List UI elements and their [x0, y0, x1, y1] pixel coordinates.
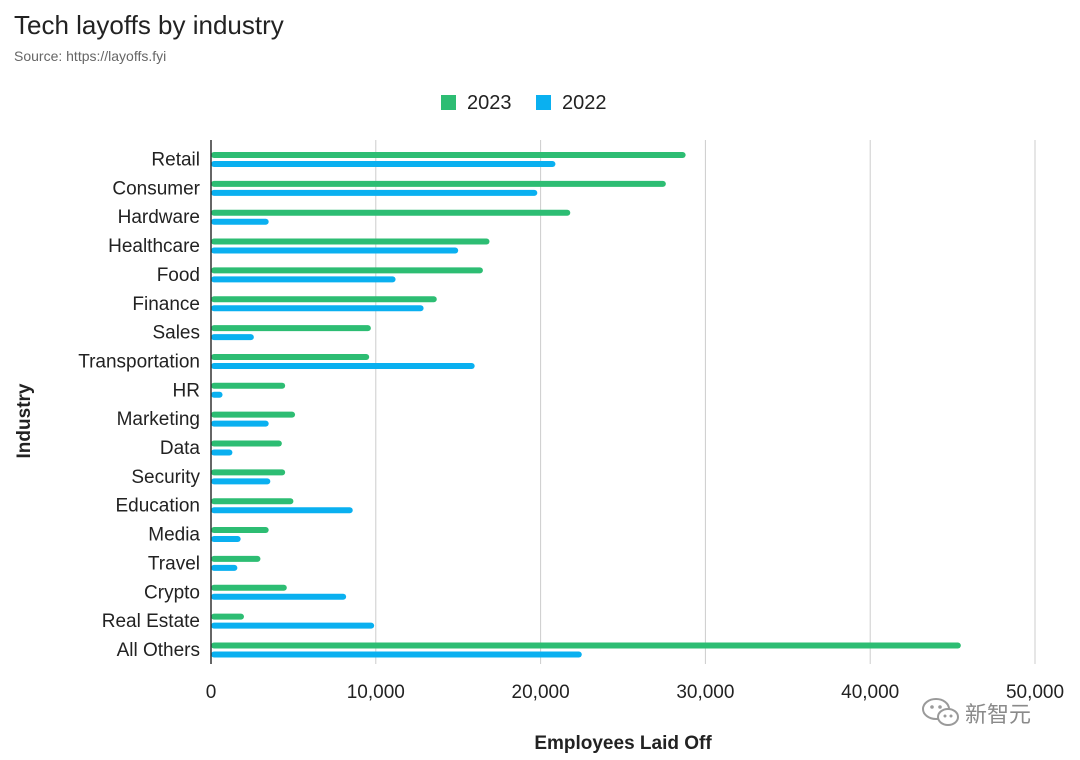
bar-2023-consumer: [211, 180, 666, 187]
x-tick-label: 0: [206, 682, 217, 703]
bar-2023-hardware: [211, 209, 571, 216]
x-axis-title: Employees Laid Off: [534, 733, 712, 754]
bar-2023-data: [211, 440, 282, 447]
bar-2022-retail: [211, 161, 556, 167]
wechat-eye: [943, 714, 947, 718]
bar-2023-hr: [211, 382, 286, 389]
category-label: All Others: [117, 640, 200, 661]
legend-label-2022: 2022: [562, 92, 607, 114]
category-label: Healthcare: [108, 236, 200, 257]
x-tick-label: 30,000: [676, 682, 734, 703]
category-label: Food: [157, 265, 200, 286]
category-label: Consumer: [112, 178, 200, 199]
x-tick-label: 40,000: [841, 682, 899, 703]
category-label: HR: [173, 380, 200, 401]
category-label: Data: [160, 438, 201, 459]
category-label: Real Estate: [102, 611, 200, 632]
category-label: Crypto: [144, 582, 200, 603]
y-axis-title: Industry: [14, 383, 35, 458]
legend-swatch-2022: [536, 95, 551, 110]
bar-2022-marketing: [211, 420, 269, 427]
bar-2023-education: [211, 498, 294, 505]
bar-2023-crypto: [211, 584, 287, 591]
bar-2023-transportation: [211, 353, 370, 360]
bar-2023-security: [211, 469, 286, 476]
category-label: Transportation: [78, 351, 200, 372]
bar-2022-healthcare: [211, 247, 459, 254]
bar-2022-consumer: [211, 189, 538, 196]
bar-2023-real-estate: [211, 613, 244, 620]
bar-2023-retail: [211, 152, 686, 158]
bar-2023-all-others: [211, 642, 961, 649]
wechat-bubble-small: [937, 708, 959, 726]
bar-2022-hardware: [211, 218, 269, 225]
legend-swatch-2023: [441, 95, 456, 110]
category-label: Sales: [152, 323, 200, 344]
watermark: 新智元: [922, 698, 1031, 728]
bar-2023-sales: [211, 325, 371, 332]
bar-2023-healthcare: [211, 238, 490, 245]
bars: [211, 152, 961, 658]
bar-2022-data: [211, 449, 233, 456]
wechat-eye: [938, 705, 942, 709]
x-tick-label: 50,000: [1006, 682, 1064, 703]
category-label: Security: [131, 467, 200, 488]
category-label: Retail: [151, 150, 200, 171]
bar-2022-real-estate: [211, 622, 375, 629]
bar-2022-food: [211, 276, 396, 283]
bar-2022-education: [211, 507, 353, 514]
bar-2022-crypto: [211, 593, 347, 600]
bar-2022-finance: [211, 305, 424, 312]
bar-2023-marketing: [211, 411, 296, 418]
bar-2022-sales: [211, 334, 254, 341]
x-tick-label: 20,000: [512, 682, 570, 703]
watermark-text: 新智元: [965, 703, 1031, 728]
legend: 2023 2022: [441, 92, 607, 114]
category-label: Media: [148, 525, 200, 546]
category-label: Finance: [132, 294, 200, 315]
bar-2022-media: [211, 536, 241, 543]
bar-2023-travel: [211, 555, 261, 562]
bar-2022-travel: [211, 564, 238, 571]
gridlines: [375, 140, 1036, 664]
bar-2023-finance: [211, 296, 437, 303]
bar-2023-food: [211, 267, 483, 274]
chart-subtitle: Source: https://layoffs.fyi: [14, 48, 167, 64]
category-label: Marketing: [117, 409, 200, 430]
wechat-eye: [949, 714, 953, 718]
category-label: Hardware: [118, 207, 200, 228]
category-label: Travel: [148, 553, 200, 574]
wechat-icon: [922, 698, 959, 726]
bar-2023-media: [211, 527, 269, 534]
bar-2022-hr: [211, 391, 223, 398]
legend-label-2023: 2023: [467, 92, 512, 114]
bar-2022-transportation: [211, 362, 475, 369]
x-tick-label: 10,000: [347, 682, 405, 703]
category-label: Education: [115, 496, 200, 517]
labels: 0 10,000 20,000 30,000 40,000 50,000 Retail Con…: [14, 150, 1064, 755]
bar-2022-all-others: [211, 651, 582, 658]
wechat-eye: [930, 705, 934, 709]
bar-2022-security: [211, 478, 271, 485]
chart-title: Tech layoffs by industry: [14, 10, 284, 40]
